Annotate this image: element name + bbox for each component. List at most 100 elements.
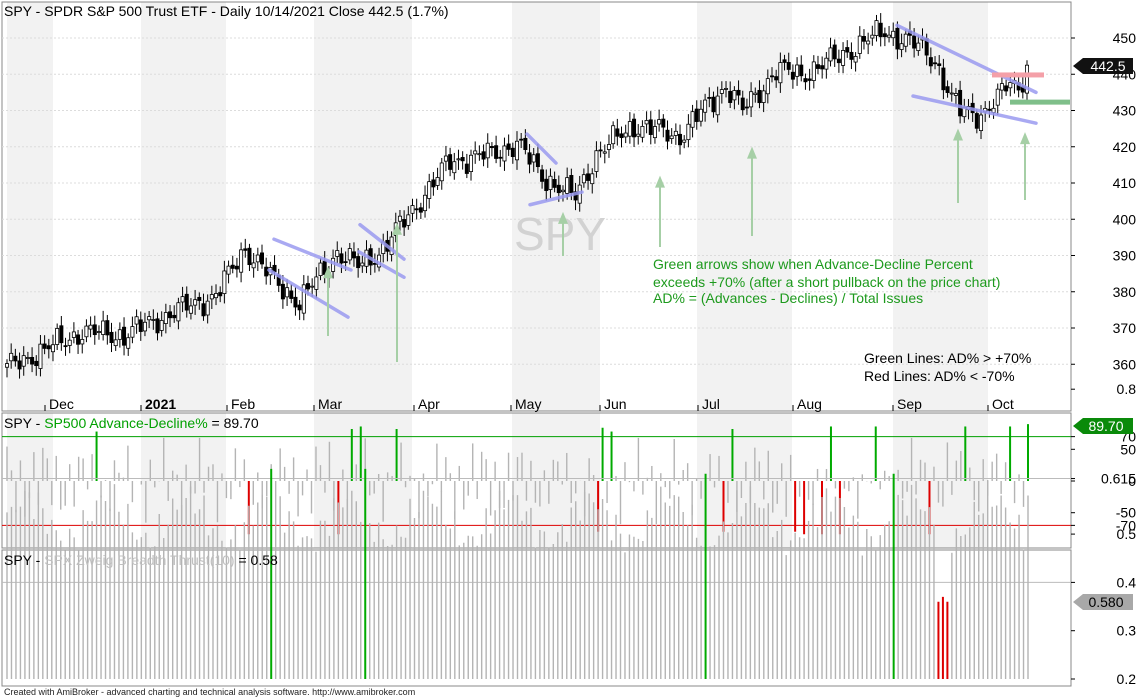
zweig-last-value-badge: 0.580 bbox=[1073, 594, 1133, 610]
candle-up bbox=[310, 285, 315, 288]
legend-green-lines: Green Lines: AD% > +70% bbox=[864, 350, 1031, 366]
candle-up bbox=[96, 331, 101, 333]
candle-down bbox=[544, 178, 549, 191]
candle-up bbox=[565, 177, 570, 194]
ad-tick-label: 50 bbox=[1120, 441, 1136, 457]
candle-up bbox=[949, 92, 954, 95]
candle-up bbox=[427, 181, 432, 199]
candle-down bbox=[552, 179, 557, 188]
candle-down bbox=[510, 147, 515, 158]
candle-down bbox=[845, 47, 850, 53]
candle-down bbox=[740, 97, 745, 111]
candle-down bbox=[351, 251, 356, 259]
x-axis: Dec 2021 Feb Mar Apr May Jun Jul Aug Sep Oct bbox=[44, 396, 1014, 412]
candle-down bbox=[569, 175, 574, 194]
candle-up bbox=[251, 262, 256, 269]
candle-up bbox=[38, 343, 43, 369]
x-tick-label: Aug bbox=[797, 396, 822, 412]
month-band bbox=[314, 2, 412, 411]
candle-up bbox=[724, 88, 729, 90]
candle-up bbox=[318, 262, 323, 276]
candle-down bbox=[76, 334, 81, 345]
candle-up bbox=[857, 35, 862, 54]
pattern-line bbox=[272, 237, 353, 272]
candle-up bbox=[673, 130, 678, 136]
price-tick-label: 400 bbox=[1113, 211, 1137, 227]
candle-up bbox=[25, 357, 30, 359]
candle-down bbox=[707, 97, 712, 99]
candle-down bbox=[498, 156, 503, 159]
pattern-line bbox=[525, 132, 558, 165]
candle-down bbox=[247, 247, 252, 266]
candle-up bbox=[9, 352, 14, 362]
candle-up bbox=[903, 33, 908, 47]
candle-down bbox=[197, 296, 202, 301]
candle-down bbox=[586, 173, 591, 181]
x-tick-label: 2021 bbox=[145, 396, 176, 412]
candle-up bbox=[301, 284, 306, 314]
candle-up bbox=[870, 34, 875, 39]
candle-up bbox=[452, 161, 457, 174]
candle-up bbox=[314, 276, 319, 290]
x-tick-label: Jun bbox=[604, 396, 627, 412]
candle-up bbox=[21, 355, 26, 367]
candle-up bbox=[698, 108, 703, 122]
candle-up bbox=[732, 90, 737, 101]
candle-up bbox=[795, 64, 800, 77]
candle-up bbox=[669, 135, 674, 140]
month-band bbox=[7, 2, 53, 411]
candle-down bbox=[665, 129, 670, 142]
candle-up bbox=[473, 150, 478, 155]
x-tick-label: Feb bbox=[231, 396, 255, 412]
candle-up bbox=[581, 174, 586, 184]
price-tick-label: 360 bbox=[1113, 356, 1137, 372]
candle-up bbox=[548, 175, 553, 190]
candle-up bbox=[55, 328, 60, 345]
candle-up bbox=[515, 140, 520, 161]
ad-tick-label: -70 bbox=[1116, 517, 1136, 533]
price-tick-label: 390 bbox=[1113, 248, 1137, 264]
month-band bbox=[512, 2, 600, 411]
green-level-marker bbox=[1010, 99, 1070, 105]
candle-down bbox=[836, 58, 841, 64]
zweig-tick-label: 0.5 bbox=[1117, 526, 1137, 542]
zweig-axis: 0.8 0.615 0.5 0.4 0.3 0.2 bbox=[1071, 381, 1136, 687]
candle-up bbox=[636, 133, 641, 137]
candle-down bbox=[782, 59, 787, 63]
candle-up bbox=[101, 320, 106, 335]
candle-down bbox=[861, 36, 866, 42]
candle-up bbox=[887, 34, 892, 38]
candle-up bbox=[147, 316, 152, 321]
candle-down bbox=[736, 89, 741, 96]
candle-up bbox=[502, 145, 507, 162]
candle-down bbox=[799, 64, 804, 77]
candle-up bbox=[1025, 64, 1030, 94]
x-tick-label: Jul bbox=[702, 396, 720, 412]
candle-up bbox=[811, 61, 816, 81]
footer-credit: Created with AmiBroker - advanced charti… bbox=[4, 687, 416, 697]
candle-up bbox=[347, 248, 352, 261]
candle-down bbox=[448, 154, 453, 170]
pattern-line bbox=[528, 190, 584, 207]
month-band bbox=[697, 2, 792, 411]
candle-up bbox=[205, 300, 210, 316]
candle-down bbox=[807, 78, 812, 81]
candle-down bbox=[30, 356, 35, 365]
month-band bbox=[141, 2, 226, 411]
price-last-value: 442.5 bbox=[1090, 58, 1125, 74]
arrow-head bbox=[953, 128, 963, 141]
candle-up bbox=[226, 265, 231, 275]
candle-up bbox=[406, 214, 411, 226]
candle-up bbox=[163, 312, 168, 324]
candle-down bbox=[34, 360, 39, 367]
candle-up bbox=[899, 43, 904, 50]
candle-up bbox=[360, 262, 365, 267]
candle-up bbox=[67, 339, 72, 346]
candle-down bbox=[770, 75, 775, 78]
candle-down bbox=[92, 324, 97, 336]
price-tick-label: 410 bbox=[1113, 175, 1137, 191]
red-level-marker bbox=[992, 72, 1044, 78]
candle-down bbox=[678, 133, 683, 146]
candle-up bbox=[239, 249, 244, 273]
